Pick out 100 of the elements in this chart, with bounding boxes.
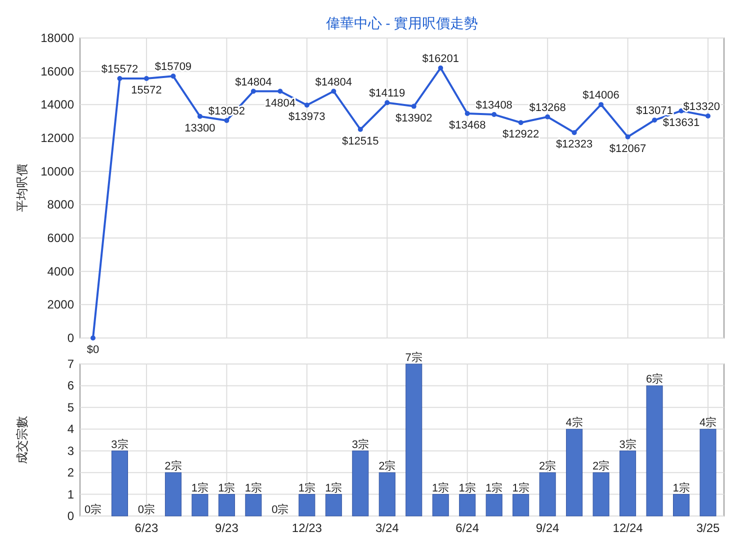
data-label: $0: [86, 344, 100, 356]
data-label: $14119: [369, 88, 406, 100]
data-label: $13408: [476, 100, 512, 112]
bar: [111, 450, 128, 516]
data-label: 15572: [131, 84, 162, 96]
bar: [352, 450, 369, 516]
y-tick-label: 6000: [47, 231, 74, 245]
x-tick-label: 6/24: [456, 521, 480, 535]
data-label: $15709: [154, 61, 192, 74]
bar: [539, 472, 556, 516]
data-label: 1宗: [298, 481, 316, 494]
point: [117, 76, 122, 81]
bar: [592, 472, 610, 516]
bar: [566, 428, 583, 516]
bar: [512, 494, 530, 516]
data-label: $13902: [396, 112, 432, 124]
bar: [646, 385, 663, 516]
data-label: $14006: [582, 90, 620, 102]
bar: [673, 494, 690, 516]
x-tick-label: 3/24: [375, 521, 400, 535]
point: [706, 114, 710, 118]
point: [197, 114, 202, 119]
point: [170, 74, 176, 79]
y-tick-label: 2000: [47, 298, 74, 312]
bar: [459, 494, 476, 516]
data-label: 2宗: [539, 460, 556, 473]
x-tick-label: 9/24: [536, 521, 560, 535]
bar: [245, 494, 262, 516]
bar: [325, 494, 342, 516]
bar: [378, 472, 396, 516]
data-label: 1宗: [432, 481, 450, 494]
point: [625, 134, 630, 140]
bar: [406, 364, 422, 516]
data-label: $12067: [609, 142, 646, 155]
data-label: $14804: [315, 76, 352, 88]
chart-title: 偉華中心 - 實用呎價走勢: [326, 15, 478, 31]
y-tick-label: 12000: [40, 131, 74, 145]
data-label: 14804: [264, 97, 296, 110]
x-tick-label: 12/23: [292, 521, 322, 535]
point: [304, 102, 310, 108]
data-label: $15572: [101, 63, 138, 76]
data-label: 0宗: [272, 503, 289, 516]
data-label: 1宗: [512, 481, 530, 494]
data-label: 6宗: [646, 372, 664, 386]
point: [250, 88, 256, 94]
y-axis-title: 平均呎價: [15, 164, 29, 212]
data-label: 0宗: [138, 503, 156, 516]
data-label: 1宗: [325, 481, 342, 494]
point: [90, 336, 96, 340]
data-label: 0宗: [84, 503, 102, 516]
point: [278, 88, 283, 94]
bar: [192, 494, 208, 516]
point: [464, 111, 470, 116]
point: [438, 65, 444, 70]
data-label: 4宗: [699, 416, 717, 430]
data-label: 3宗: [111, 438, 128, 451]
point: [652, 118, 658, 123]
point: [144, 76, 149, 81]
y-tick-label: 5: [67, 400, 74, 414]
point: [572, 130, 577, 136]
data-label: 1宗: [672, 481, 690, 494]
bar: [164, 472, 182, 516]
data-label: 2宗: [164, 460, 182, 473]
x-tick-label: 12/24: [612, 521, 644, 535]
point: [358, 126, 363, 132]
y-tick-label: 0: [67, 509, 74, 523]
data-label: $12323: [556, 138, 593, 151]
y-tick-label: 16000: [40, 64, 74, 78]
data-label: $14804: [235, 76, 272, 88]
point: [331, 88, 336, 94]
y-tick-label: 8000: [47, 198, 74, 212]
data-label: 1宗: [191, 481, 209, 494]
point: [384, 100, 390, 106]
data-label: $12922: [502, 128, 540, 141]
data-label: 2宗: [378, 460, 396, 473]
bar: [432, 494, 449, 516]
y-tick-label: 0: [67, 331, 74, 345]
data-label: $13268: [529, 102, 566, 114]
point: [598, 102, 604, 108]
y-tick-label: 4000: [47, 264, 74, 278]
point: [545, 114, 550, 120]
y-tick-label: 10000: [40, 164, 74, 178]
x-tick-label: 6/23: [134, 521, 158, 535]
data-label: 7宗: [405, 351, 422, 364]
y-tick-label: 1: [67, 487, 74, 502]
data-label: $13631: [662, 116, 700, 129]
y-axis-title: 成交宗數: [15, 416, 29, 464]
x-tick-label: 3/25: [696, 521, 720, 535]
y-tick-label: 7: [67, 357, 74, 371]
data-label: 13300: [184, 122, 216, 134]
data-label: $13973: [288, 111, 326, 124]
data-label: 1宗: [458, 481, 476, 494]
y-tick-label: 4: [67, 422, 74, 436]
data-label: $13071: [636, 105, 673, 118]
y-tick-label: 6: [67, 378, 74, 393]
data-label: 3宗: [352, 438, 369, 451]
data-label: $12515: [342, 135, 379, 148]
y-tick-label: 14000: [40, 98, 74, 112]
y-tick-label: 3: [67, 444, 74, 458]
bar: [700, 428, 716, 516]
